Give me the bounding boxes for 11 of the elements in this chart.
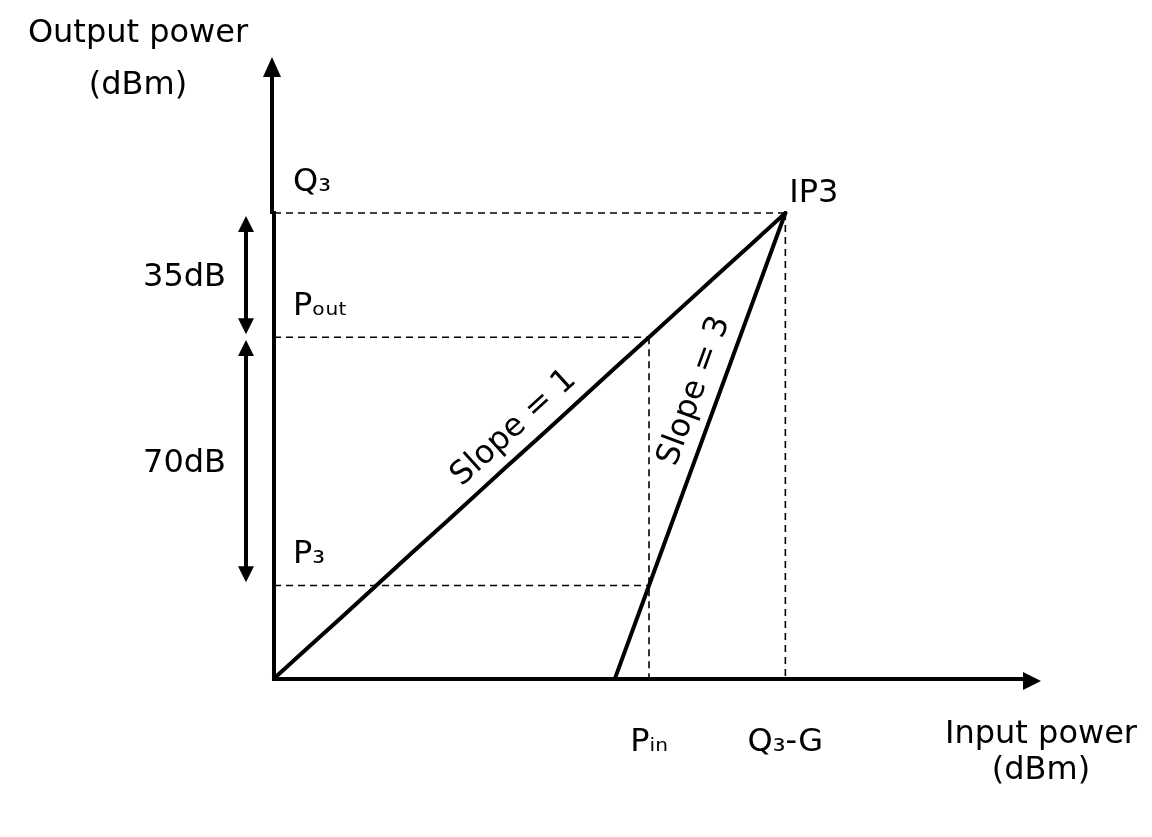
- x-tick-label: Pᵢₙ: [630, 721, 668, 760]
- text: Slope = 3: [647, 310, 737, 470]
- text: 70dB: [143, 442, 226, 481]
- annotation: P₃: [293, 533, 326, 572]
- x-axis-title: Input power (dBm): [944, 712, 1138, 787]
- annotation: Q₃: [293, 161, 332, 199]
- y-axis-title: Output power (dBm): [26, 11, 250, 104]
- annotation: Pₒᵤₜ: [293, 285, 348, 324]
- x-tick-label: Q₃-G: [747, 721, 824, 760]
- annotation: IP3: [789, 172, 839, 210]
- text: 35dB: [143, 256, 226, 295]
